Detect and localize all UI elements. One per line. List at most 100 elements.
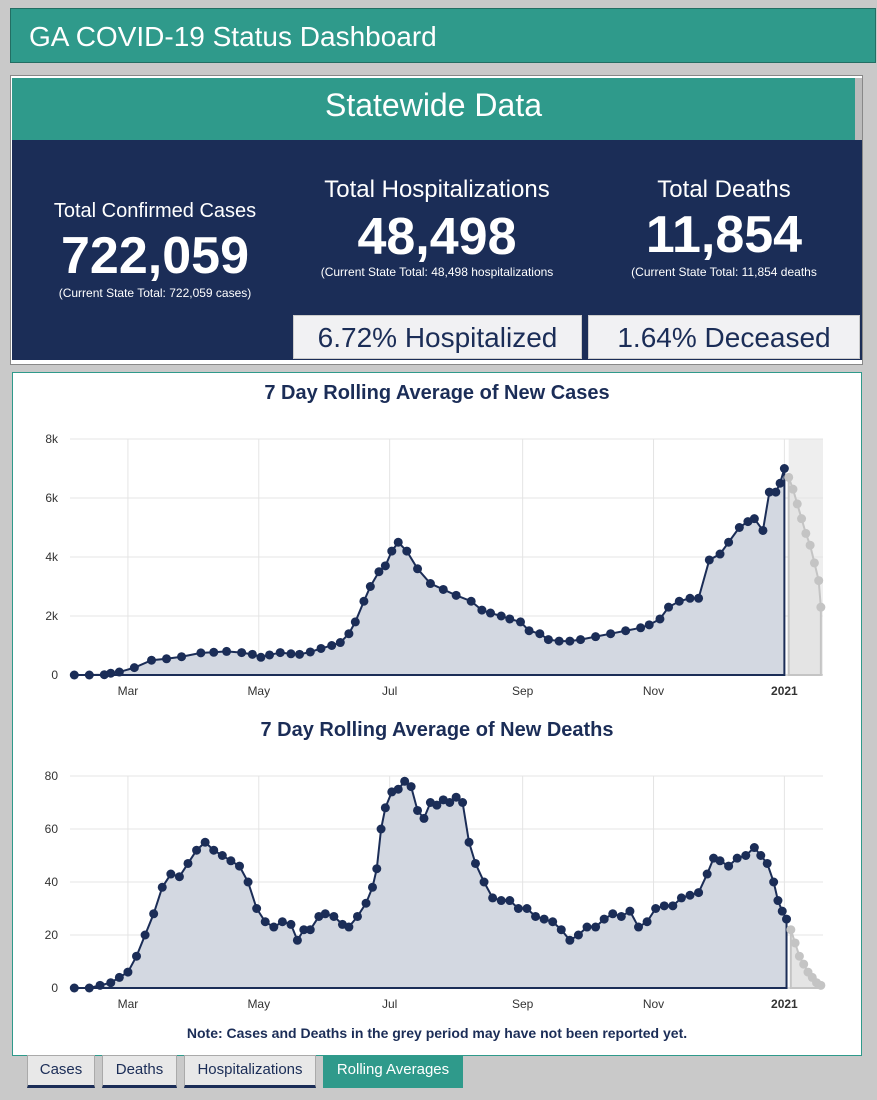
point: [69, 983, 79, 993]
point: [816, 980, 826, 990]
scrollbar: [855, 78, 862, 140]
x-tick-label: 2021: [771, 684, 798, 698]
point: [513, 904, 523, 913]
x-tick-label: Nov: [643, 997, 664, 1011]
x-tick-label: Sep: [512, 997, 534, 1011]
point: [694, 888, 704, 898]
point: [132, 951, 142, 961]
point: [374, 567, 384, 577]
point: [505, 614, 515, 624]
point: [616, 911, 626, 921]
x-tick-label: Nov: [643, 684, 664, 698]
point: [106, 978, 116, 988]
chart-title: 7 Day Rolling Average of New Cases: [264, 382, 609, 404]
area-line: [74, 779, 788, 989]
point: [114, 972, 124, 982]
point: [149, 909, 159, 919]
point: [582, 922, 592, 932]
y-tick-label: 80: [45, 769, 59, 783]
point: [196, 648, 206, 658]
point: [222, 646, 232, 656]
point: [702, 869, 712, 879]
y-tick-label: 4k: [45, 550, 59, 564]
stat-value: 11,854: [645, 206, 803, 264]
point: [634, 922, 644, 932]
point: [466, 596, 476, 606]
point: [413, 805, 423, 815]
point: [84, 983, 94, 993]
point: [344, 629, 354, 639]
point: [265, 650, 275, 660]
x-tick-label: Mar: [118, 997, 139, 1011]
point: [734, 523, 744, 532]
point: [260, 917, 270, 927]
point: [299, 925, 309, 935]
point: [361, 898, 371, 908]
stat-note: (Current State Total: 722,059 cases): [58, 286, 252, 300]
tab[interactable]: Hospitalizations: [184, 1055, 316, 1088]
section-title: Statewide Data: [12, 78, 855, 140]
y-tick-label: 20: [45, 928, 59, 942]
point: [209, 647, 219, 657]
y-tick-label: 0: [51, 668, 58, 682]
point: [292, 935, 302, 945]
point: [814, 576, 824, 586]
point: [606, 629, 616, 639]
ratio-box: 1.64% Deceased: [588, 315, 860, 359]
point: [275, 648, 285, 658]
point: [192, 845, 202, 855]
point: [749, 514, 759, 524]
stat-value: 48,498: [357, 208, 517, 266]
point: [95, 980, 105, 990]
point: [674, 596, 684, 606]
point: [445, 798, 455, 807]
point: [438, 584, 448, 594]
tab[interactable]: Cases: [27, 1055, 95, 1088]
y-tick-label: 2k: [45, 609, 59, 623]
point: [286, 919, 296, 929]
point: [209, 845, 219, 855]
point: [554, 636, 564, 646]
point: [365, 582, 375, 591]
point: [621, 626, 631, 636]
area-line: [74, 468, 786, 676]
point: [741, 851, 751, 860]
point: [226, 856, 236, 866]
tab[interactable]: Deaths: [102, 1055, 177, 1088]
point: [676, 893, 686, 903]
point: [256, 652, 266, 662]
point: [771, 487, 781, 497]
x-tick-label: Mar: [118, 684, 139, 698]
point: [496, 611, 506, 621]
point: [406, 782, 416, 792]
point: [655, 614, 665, 624]
point: [724, 537, 734, 547]
point: [790, 938, 800, 948]
x-tick-label: 2021: [771, 997, 798, 1011]
point: [576, 635, 586, 645]
point: [599, 914, 609, 924]
point: [114, 667, 124, 677]
point: [522, 904, 532, 913]
point: [516, 617, 526, 627]
point: [756, 851, 766, 860]
point: [535, 629, 545, 639]
point: [367, 882, 377, 892]
point: [801, 528, 811, 538]
point: [651, 904, 661, 913]
point: [69, 670, 79, 680]
point: [451, 590, 461, 600]
point: [565, 636, 575, 646]
point: [183, 858, 193, 868]
point: [539, 914, 549, 924]
tab[interactable]: Rolling Averages: [323, 1055, 463, 1088]
point: [777, 906, 787, 916]
point: [413, 564, 423, 574]
point: [106, 668, 116, 678]
point: [799, 959, 809, 969]
point: [295, 649, 305, 659]
point: [779, 464, 789, 473]
y-tick-label: 8k: [45, 432, 59, 446]
point: [316, 643, 326, 653]
